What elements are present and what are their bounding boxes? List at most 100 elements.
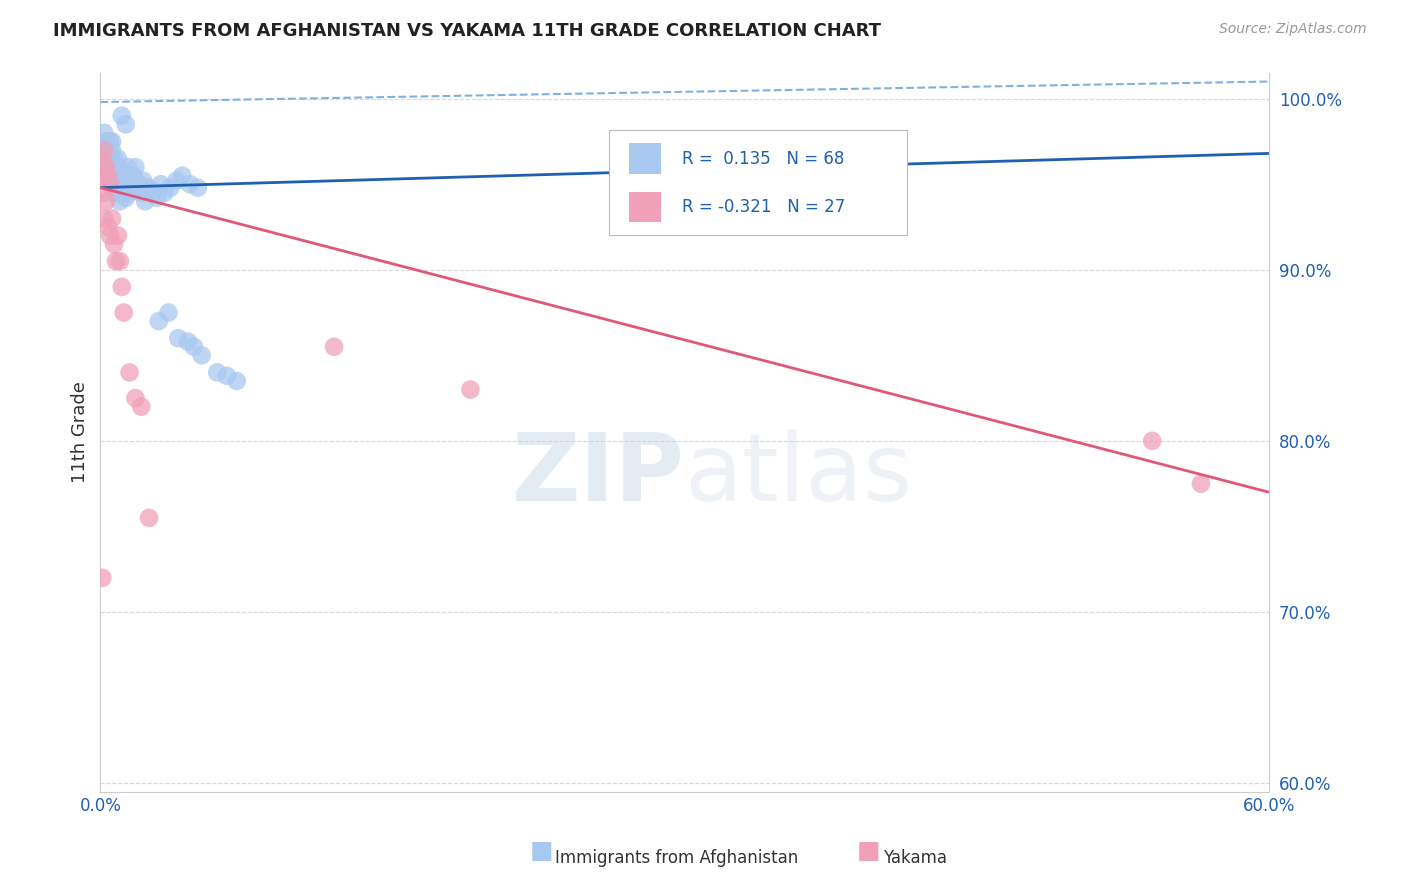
Point (118, 366, 141, 380)
Point (118, 169, 141, 183)
Point (98, 228, 121, 243)
Point (96, 143, 118, 157)
Point (460, 383, 482, 397)
Y-axis label: 11th Grade: 11th Grade (72, 382, 89, 483)
Point (104, 254, 127, 268)
Point (103, 169, 125, 183)
Point (134, 194, 156, 209)
Point (91, 143, 114, 157)
Point (117, 178, 139, 192)
Point (129, 186, 152, 200)
Text: R =  0.135   N = 68: R = 0.135 N = 68 (682, 150, 845, 168)
Point (104, 178, 127, 192)
Point (167, 331, 190, 345)
Point (98, 178, 121, 192)
Point (93, 126, 115, 140)
Text: ■: ■ (858, 839, 880, 863)
Point (111, 163, 134, 178)
Point (107, 178, 129, 192)
Point (93, 211, 115, 226)
Point (112, 169, 135, 183)
Text: Immigrants from Afghanistan: Immigrants from Afghanistan (555, 849, 799, 867)
Point (148, 314, 170, 328)
Point (107, 186, 129, 200)
Point (103, 160, 125, 174)
Text: Source: ZipAtlas.com: Source: ZipAtlas.com (1219, 22, 1367, 37)
Point (132, 174, 155, 188)
Bar (628, 144, 661, 174)
Point (98, 135, 121, 149)
Point (128, 178, 150, 192)
Point (111, 180, 134, 194)
Point (96, 135, 118, 149)
Point (97, 169, 120, 183)
Point (111, 109, 134, 123)
Point (103, 186, 125, 200)
Point (127, 180, 149, 194)
Point (215, 368, 238, 383)
Point (96, 160, 118, 174)
Point (183, 340, 205, 354)
Point (117, 160, 139, 174)
Point (159, 180, 181, 194)
Point (124, 391, 146, 405)
Point (101, 211, 124, 226)
Point (93, 152, 115, 166)
Point (103, 237, 125, 252)
Point (146, 191, 169, 205)
Point (108, 194, 131, 209)
Point (104, 160, 127, 174)
Point (114, 174, 136, 188)
Point (101, 143, 124, 157)
Point (97, 143, 120, 157)
Point (108, 254, 131, 268)
Point (323, 340, 346, 354)
Point (97, 169, 120, 183)
Point (129, 400, 152, 414)
Point (97, 152, 120, 166)
Point (1140, 434, 1163, 448)
Point (107, 228, 129, 243)
Point (112, 305, 135, 319)
Point (121, 178, 143, 192)
Point (101, 178, 124, 192)
Text: IMMIGRANTS FROM AFGHANISTAN VS YAKAMA 11TH GRADE CORRELATION CHART: IMMIGRANTS FROM AFGHANISTAN VS YAKAMA 11… (53, 22, 882, 40)
Point (98, 169, 121, 183)
Point (114, 191, 136, 205)
Point (179, 178, 201, 192)
FancyBboxPatch shape (609, 130, 907, 235)
Point (165, 174, 187, 188)
Point (91, 169, 114, 183)
Point (98, 152, 121, 166)
Point (190, 348, 212, 362)
Text: Yakama: Yakama (883, 849, 948, 867)
Point (122, 169, 145, 183)
Point (111, 280, 134, 294)
Point (172, 169, 194, 183)
Point (103, 152, 125, 166)
Point (104, 169, 127, 183)
Point (97, 219, 120, 234)
Point (205, 366, 228, 380)
Point (108, 160, 131, 174)
Bar (628, 193, 661, 222)
Point (177, 334, 200, 349)
Point (93, 143, 115, 157)
Point (114, 117, 136, 131)
Point (149, 178, 172, 192)
Text: atlas: atlas (685, 429, 912, 522)
Point (91, 152, 114, 166)
Text: R = -0.321   N = 27: R = -0.321 N = 27 (682, 198, 845, 217)
Point (157, 305, 180, 319)
Point (153, 186, 176, 200)
Point (91, 571, 114, 585)
Point (101, 160, 124, 174)
Point (118, 186, 141, 200)
Point (101, 135, 124, 149)
Point (138, 180, 160, 194)
Point (142, 186, 165, 200)
Point (93, 186, 115, 200)
Point (187, 180, 209, 194)
Point (1189, 476, 1212, 491)
Point (96, 160, 118, 174)
